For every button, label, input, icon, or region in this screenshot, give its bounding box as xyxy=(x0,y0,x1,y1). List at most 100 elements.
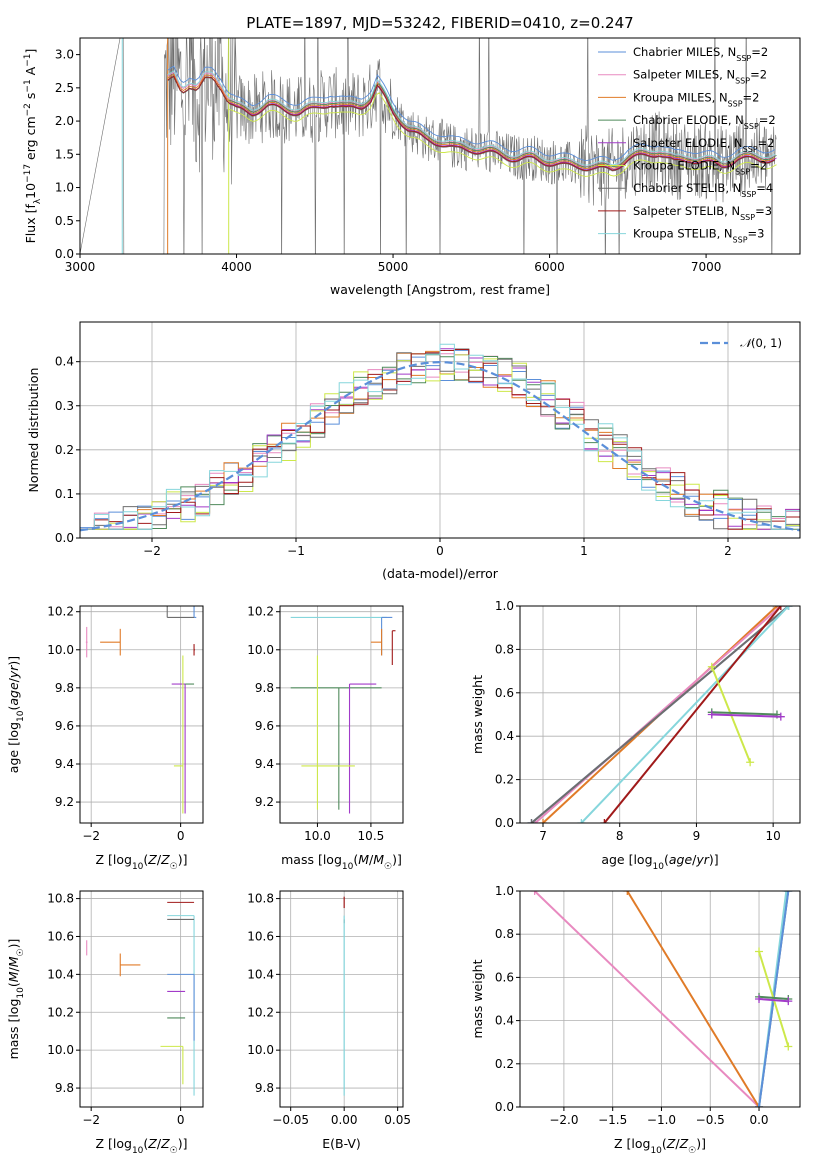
plot-area xyxy=(527,606,793,823)
legend-entry: Chabrier MILES, NSSP=2 xyxy=(633,45,768,63)
label-part: Flux [f xyxy=(23,204,38,244)
weight-marker xyxy=(782,891,791,895)
weight-marker xyxy=(755,995,764,1003)
legend-entry: Kroupa STELIB, NSSP=3 xyxy=(633,227,764,245)
label-part: ( xyxy=(143,1136,148,1151)
x-tick-label: −1.5 xyxy=(598,1113,627,1127)
model-line xyxy=(228,92,777,177)
weight-line xyxy=(711,711,778,716)
legend-sub: SSP xyxy=(744,122,759,131)
weight-marker xyxy=(784,891,793,895)
legend-value: =3 xyxy=(755,204,772,218)
plot-area xyxy=(290,616,396,814)
label-part: Z [ xyxy=(614,1136,631,1151)
label-part: M xyxy=(6,956,21,967)
plot-area xyxy=(80,343,800,532)
y-tick-label: 10.2 xyxy=(247,1005,274,1019)
model-line xyxy=(167,76,776,172)
legend-value: =2 xyxy=(750,68,767,82)
panel-residual-histogram: −2 −1 0 1 2 0.0 0.1 0.2 0.3 0.4 𝒩(0, 1) (data-model… xyxy=(26,321,801,581)
weight-marker xyxy=(776,606,785,610)
weight-marker xyxy=(746,758,755,767)
x-tick-label: 0 xyxy=(177,829,185,843)
label-part: M xyxy=(358,852,369,867)
y-tick-label: 0.0 xyxy=(495,1100,514,1114)
panel-mass-vs-z: −2 09.810.010.210.410.610.8Z [log10(Z/Z☉)… xyxy=(6,890,204,1156)
y-tick-label: 9.6 xyxy=(55,719,74,733)
weight-line xyxy=(626,891,760,1107)
y-tick-label: 9.4 xyxy=(55,757,74,771)
x-axis-label: Z [log10(Z/Z☉)] xyxy=(95,852,187,872)
axes-frame xyxy=(79,37,801,255)
x-tick-label: −0.05 xyxy=(272,1113,309,1127)
x-tick-label: 4000 xyxy=(221,260,252,274)
label-part: Z xyxy=(160,1136,170,1151)
x-tick-label: 0.0 xyxy=(749,1113,768,1127)
weight-marker xyxy=(530,891,539,895)
x-axis-label: age [log10(age/yr)] xyxy=(601,852,718,872)
legend-value: =2 xyxy=(758,136,775,150)
y-axis-label: Flux [fλ10−17 erg cm−2 s−1 A−1] xyxy=(23,49,43,244)
y-tick-label: 0.0 xyxy=(55,247,74,261)
label-part: log xyxy=(113,1136,132,1151)
label-part: 10 xyxy=(342,862,354,872)
legend-sub: SSP xyxy=(735,76,750,85)
weight-line xyxy=(603,606,782,823)
label-part: ☉ xyxy=(170,1146,178,1156)
legend-name: Kroupa MILES, N xyxy=(633,90,728,104)
x-tick-label: −1.0 xyxy=(647,1113,676,1127)
label-part: / xyxy=(692,852,697,867)
label-part: / xyxy=(157,852,162,867)
label-part: 10 xyxy=(653,862,665,872)
y-tick-label: 10.4 xyxy=(47,967,74,981)
weight-line xyxy=(533,891,760,1107)
legend-entry: Salpeter ELODIE, NSSP=2 xyxy=(633,136,775,154)
model-line xyxy=(167,70,776,166)
y-tick-label: 0.4 xyxy=(495,729,514,743)
y-tick-label: 0.0 xyxy=(55,531,74,545)
label-part: )] xyxy=(6,656,21,666)
y-tick-label: 10.8 xyxy=(247,892,274,906)
x-axis-label: mass [log10(M/M☉)] xyxy=(281,852,402,872)
label-part: A xyxy=(23,66,38,79)
label-part: ( xyxy=(143,852,148,867)
label-part: erg cm xyxy=(23,116,38,164)
legend-value: =2 xyxy=(750,159,767,173)
y-tick-label: 0.2 xyxy=(495,1057,514,1071)
x-tick-label: 7 xyxy=(539,829,547,843)
weight-line xyxy=(711,713,781,718)
weight-marker xyxy=(527,819,536,823)
label-part: )] xyxy=(709,852,719,867)
x-tick-label: −1 xyxy=(287,544,305,558)
legend-name: Salpeter ELODIE, N xyxy=(633,136,743,150)
legend-sub: SSP xyxy=(743,144,758,153)
weight-marker xyxy=(755,1103,764,1107)
label-part: )] xyxy=(178,1136,188,1151)
model-line xyxy=(167,73,776,169)
legend-value: =2 xyxy=(751,45,768,59)
y-tick-label: 1.0 xyxy=(55,181,74,195)
weight-line xyxy=(580,606,790,823)
label-part: ( xyxy=(664,852,669,867)
weight-marker xyxy=(577,819,586,823)
label-part: / xyxy=(675,1136,680,1151)
y-tick-label: 10.4 xyxy=(247,967,274,981)
label-part: age [ xyxy=(6,741,21,773)
y-tick-label: 0.5 xyxy=(55,214,74,228)
plot-area xyxy=(86,901,195,1096)
legend-name: Kroupa STELIB, N xyxy=(633,227,733,241)
axes-frame xyxy=(519,605,801,824)
panel-weight-vs-z: −2.0 −1.5 −1.0 −0.5 0.0 0.0 0.2 0.4 0.6 0.8 1.0 Z [… xyxy=(470,884,801,1156)
label-part: 10 xyxy=(650,1146,662,1156)
label-part: λ xyxy=(33,198,43,204)
y-tick-label: 10.0 xyxy=(247,1043,274,1057)
y-axis-label: mass weight xyxy=(470,675,485,754)
label-part: age [ xyxy=(601,852,633,867)
label-part: −1 xyxy=(23,79,33,92)
x-tick-label: −2 xyxy=(82,829,100,843)
y-axis-label: age [log10(age/yr)] xyxy=(6,656,26,773)
y-tick-label: 9.8 xyxy=(55,1081,74,1095)
y-tick-label: 10.0 xyxy=(47,1043,74,1057)
